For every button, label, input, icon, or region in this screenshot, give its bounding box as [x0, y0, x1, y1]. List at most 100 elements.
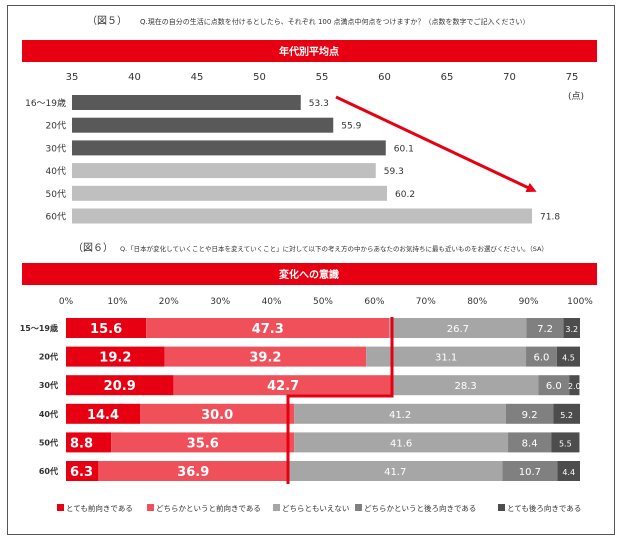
- fig6-bar-segment: [294, 432, 509, 453]
- fig6-bar-segment: [98, 461, 289, 481]
- fig5-x-tick-label: 45: [191, 72, 204, 83]
- legend-swatch: [147, 504, 154, 511]
- legend-label: とても後ろ向きである: [507, 503, 581, 513]
- fig6-label: （図６）: [73, 242, 113, 254]
- fig5-banner: [22, 40, 597, 62]
- fig6-segment-label: 6.0: [546, 381, 562, 392]
- fig6-segment-label: 47.3: [252, 322, 284, 337]
- fig6-x-tick-label: 90%: [519, 297, 539, 307]
- fig6-bar-segment: [66, 461, 99, 481]
- fig6-segment-label: 35.6: [187, 436, 219, 451]
- fig6-segment-label: 31.1: [435, 353, 457, 364]
- fig6-bar-segment: [66, 403, 141, 424]
- fig5-value-label: 60.2: [395, 190, 415, 200]
- fig6-bar-segment: [556, 346, 580, 367]
- fig6-segment-label: 15.6: [90, 322, 122, 337]
- fig6-x-tick-label: 40%: [262, 297, 282, 307]
- fig6-x-tick-label: 70%: [416, 297, 436, 307]
- fig6-bar-segment: [551, 432, 580, 453]
- fig5-question: Q.現在の自分の生活に点数を付けるとしたら、それぞれ 100 点満点中何点をつけ…: [140, 17, 530, 26]
- fig6-x-tick-label: 100%: [567, 297, 593, 307]
- fig6-bar-segment: [294, 403, 506, 424]
- fig5-category-label: 30代: [46, 143, 66, 154]
- fig6-question: Q.「日本が変化していくことや日本を変えていくこと」に対して以下の考え方の中から…: [120, 244, 548, 253]
- fig6-segment-label: 6.3: [70, 465, 93, 480]
- fig5-bar: [72, 163, 376, 179]
- legend-swatch: [355, 504, 362, 511]
- fig5-bar: [72, 185, 387, 201]
- fig6-banner-text: 変化への意識: [279, 268, 339, 281]
- fig6-segment-label: 5.5: [559, 439, 572, 448]
- legend-label: どちらかというと前向きである: [156, 503, 261, 513]
- fig6-x-tick-label: 30%: [210, 297, 230, 307]
- fig6-segment-label: 8.4: [522, 438, 538, 449]
- fig6-category-label: 40代: [39, 409, 58, 419]
- fig6-bar-segment: [557, 461, 580, 481]
- fig6-segment-label: 4.4: [562, 468, 575, 477]
- fig6-x-tick-label: 60%: [364, 297, 384, 307]
- fig6-category-label: 60代: [39, 466, 58, 476]
- fig6-segment-label: 10.7: [519, 467, 541, 478]
- fig6-segment-label: 26.7: [447, 324, 469, 335]
- fig6-bar-segment: [366, 346, 527, 367]
- fig6-bar-segment: [392, 375, 539, 396]
- fig6-x-tick-label: 50%: [313, 297, 333, 307]
- fig6-x-tick-label: 80%: [467, 297, 487, 307]
- fig6-segment-label: 30.0: [201, 408, 233, 423]
- fig6-x-tick-label: 10%: [107, 297, 127, 307]
- fig5-label: （図５）: [87, 15, 127, 27]
- fig6-bar-segment: [111, 432, 295, 453]
- fig6-x-tick-label: 20%: [159, 297, 179, 307]
- fig6-segment-label: 5.2: [560, 411, 573, 420]
- fig5-value-label: 71.8: [540, 213, 560, 223]
- fig5-value-label: 53.3: [309, 99, 329, 109]
- fig6-bar-segment: [66, 375, 174, 396]
- fig6-segment-label: 41.2: [389, 410, 411, 421]
- fig6-category-label: 15〜19歳: [20, 323, 58, 333]
- fig6-segment-label: 36.9: [177, 465, 209, 480]
- fig5-x-tick-label: 55: [316, 72, 329, 83]
- fig5-value-label: 60.1: [394, 144, 414, 154]
- legend-label: どちらともいえない: [282, 504, 349, 513]
- legend-swatch: [57, 504, 64, 511]
- fig6-bar-segment: [173, 375, 393, 396]
- fig6-bar-segment: [569, 375, 580, 396]
- fig5-x-tick-label: 75: [566, 72, 579, 83]
- fig6-bar-segment: [140, 403, 295, 424]
- fig6-bar-segment: [66, 432, 112, 453]
- fig5-bar: [72, 117, 334, 133]
- fig6-divider-line: [286, 317, 394, 484]
- fig5-category-label: 20代: [46, 121, 66, 132]
- fig6-bar-segment: [526, 318, 564, 338]
- fig6-bar-segment: [389, 318, 527, 338]
- legend-swatch: [273, 504, 280, 511]
- fig5-x-tick-label: 35: [66, 72, 79, 83]
- fig5-category-label: 50代: [46, 189, 66, 200]
- fig6-category-label: 50代: [39, 437, 58, 447]
- fig6-segment-label: 6.0: [533, 353, 549, 364]
- fig6-x-tick-label: 0%: [59, 297, 74, 307]
- fig6-bar-segment: [66, 346, 165, 367]
- fig6-segment-label: 8.8: [70, 436, 93, 451]
- fig6-segment-label: 39.2: [249, 351, 281, 366]
- fig6-bar-segment: [508, 432, 552, 453]
- fig6-segment-label: 2.0: [568, 382, 581, 391]
- fig6-segment-label: 20.9: [104, 379, 136, 394]
- fig5-x-tick-label: 65: [441, 72, 454, 83]
- fig5-bar: [72, 208, 532, 224]
- fig6-bar-segment: [66, 318, 147, 338]
- fig6-segment-label: 41.6: [390, 438, 412, 449]
- fig5-bar: [72, 95, 301, 110]
- fig6-bar-segment: [505, 403, 554, 424]
- fig5-x-tick-label: 50: [253, 72, 266, 83]
- fig6-bar-segment: [563, 318, 580, 338]
- fig6-bar-segment: [553, 403, 580, 424]
- fig6-bar-segment: [164, 346, 367, 367]
- fig5-bar: [72, 140, 386, 156]
- fig5-x-tick-label: 70: [503, 72, 516, 83]
- fig6-category-label: 20代: [39, 352, 58, 362]
- fig6-segment-label: 7.2: [537, 324, 553, 335]
- legend-label: どちらかというと後ろ向きである: [364, 503, 476, 513]
- fig5-banner-text: 年代別平均点: [279, 45, 339, 58]
